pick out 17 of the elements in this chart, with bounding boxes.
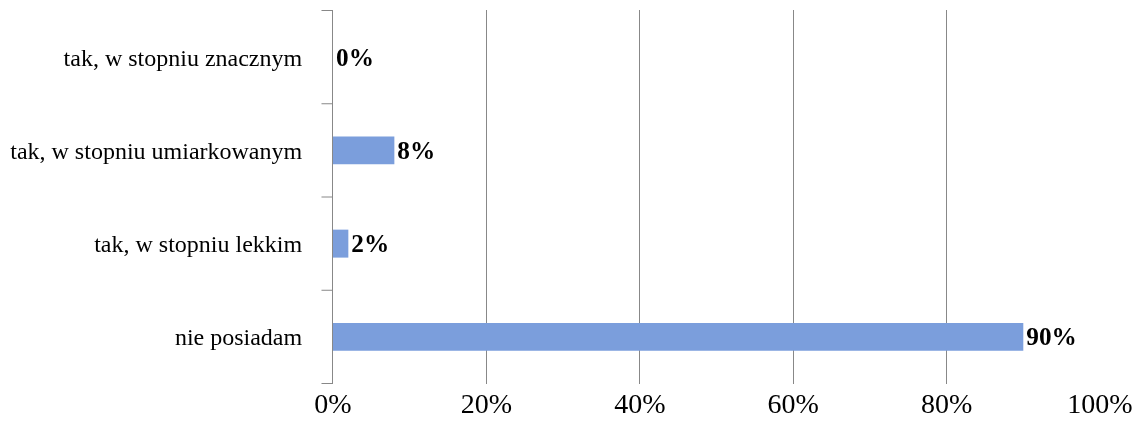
- y-tick-label: tak, w stopniu znacznym: [63, 44, 303, 71]
- y-tick-label: tak, w stopniu lekkim: [94, 231, 303, 258]
- bar: [333, 229, 349, 258]
- bar: [333, 136, 395, 165]
- data-label: 0%: [336, 42, 374, 71]
- x-tick-label: 80%: [920, 388, 973, 419]
- x-tick-label: 60%: [767, 388, 819, 419]
- x-tick-label: 40%: [614, 388, 666, 419]
- x-tick-label: 100%: [1067, 388, 1133, 419]
- data-label: 2%: [351, 229, 390, 258]
- data-label: 90%: [1026, 322, 1077, 351]
- y-tick-label: nie posiadam: [174, 324, 303, 351]
- y-tick-label: tak, w stopniu umiarkowanym: [10, 137, 303, 164]
- x-tick-label: 20%: [460, 388, 513, 419]
- bar: [333, 322, 1024, 351]
- x-tick-label: 0%: [314, 388, 352, 419]
- data-label: 8%: [397, 135, 436, 164]
